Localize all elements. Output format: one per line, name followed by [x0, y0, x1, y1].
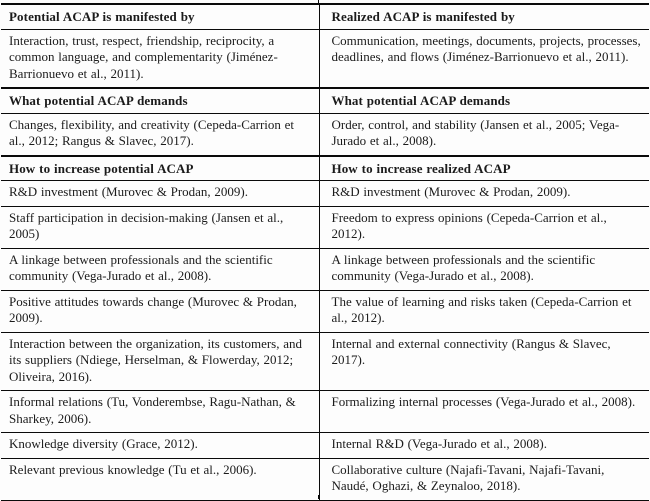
- table-cell: Positive attitudes towards change (Murov…: [1, 289, 319, 332]
- header-cell-increase-potential: How to increase potential ACAP: [1, 154, 319, 181]
- table-cell: A linkage between professionals and the …: [1, 247, 319, 290]
- table-row: Informal relations (Tu, Vonderembse, Rag…: [1, 390, 649, 433]
- table-cell: Relevant previous knowledge (Tu et al., …: [1, 457, 319, 501]
- column-divider-stub-bottom: [318, 495, 319, 499]
- table-cell: Communication, meetings, documents, proj…: [318, 28, 649, 88]
- table-cell: Interaction, trust, respect, friendship,…: [1, 28, 319, 88]
- table-row: Knowledge diversity (Grace, 2012). Inter…: [1, 432, 649, 458]
- table-cell: Changes, flexibility, and creativity (Ce…: [1, 112, 319, 156]
- header-cell-increase-realized: How to increase realized ACAP: [318, 154, 649, 181]
- header-cell-potential-manifested: Potential ACAP is manifested by: [1, 3, 319, 29]
- table-header-row: Potential ACAP is manifested by Realized…: [1, 3, 649, 29]
- table-cell: Knowledge diversity (Grace, 2012).: [1, 432, 319, 458]
- table-cell: Collaborative culture (Najafi-Tavani, Na…: [318, 457, 649, 501]
- header-cell-potential-demands: What potential ACAP demands: [1, 87, 319, 113]
- table-cell: Internal R&D (Vega-Jurado et al., 2008).: [318, 432, 649, 458]
- table-cell: Informal relations (Tu, Vonderembse, Rag…: [1, 390, 319, 433]
- table-row: A linkage between professionals and the …: [1, 247, 649, 290]
- table-header-row: How to increase potential ACAP How to in…: [1, 154, 649, 181]
- table-cell: Freedom to express opinions (Cepeda-Carr…: [318, 205, 649, 248]
- table-cell: R&D investment (Murovec & Prodan, 2009).: [318, 180, 649, 206]
- table-header-row: What potential ACAP demands What potenti…: [1, 87, 649, 113]
- header-cell-realized-manifested: Realized ACAP is manifested by: [318, 3, 649, 29]
- table-cell: R&D investment (Murovec & Prodan, 2009).: [1, 180, 319, 206]
- table-cell: Internal and external connectivity (Rang…: [318, 331, 649, 391]
- table-row: Interaction between the organization, it…: [1, 331, 649, 391]
- column-divider-stub-top: [318, 0, 319, 3]
- table-row: R&D investment (Murovec & Prodan, 2009).…: [1, 180, 649, 206]
- table-cell: Interaction between the organization, it…: [1, 331, 319, 391]
- header-cell-realized-demands: What potential ACAP demands: [318, 87, 649, 113]
- table-row: Positive attitudes towards change (Murov…: [1, 289, 649, 332]
- table-cell: Order, control, and stability (Jansen et…: [318, 112, 649, 156]
- table-cell: The value of learning and risks taken (C…: [318, 289, 649, 332]
- table-row: Relevant previous knowledge (Tu et al., …: [1, 457, 649, 501]
- table-row: Interaction, trust, respect, friendship,…: [1, 28, 649, 88]
- table-cell: A linkage between professionals and the …: [318, 247, 649, 290]
- table-row: Staff participation in decision-making (…: [1, 205, 649, 248]
- acap-comparison-table: Potential ACAP is manifested by Realized…: [1, 3, 649, 501]
- table-cell: Staff participation in decision-making (…: [1, 205, 319, 248]
- table-row: Changes, flexibility, and creativity (Ce…: [1, 112, 649, 156]
- table-cell: Formalizing internal processes (Vega-Jur…: [318, 390, 649, 433]
